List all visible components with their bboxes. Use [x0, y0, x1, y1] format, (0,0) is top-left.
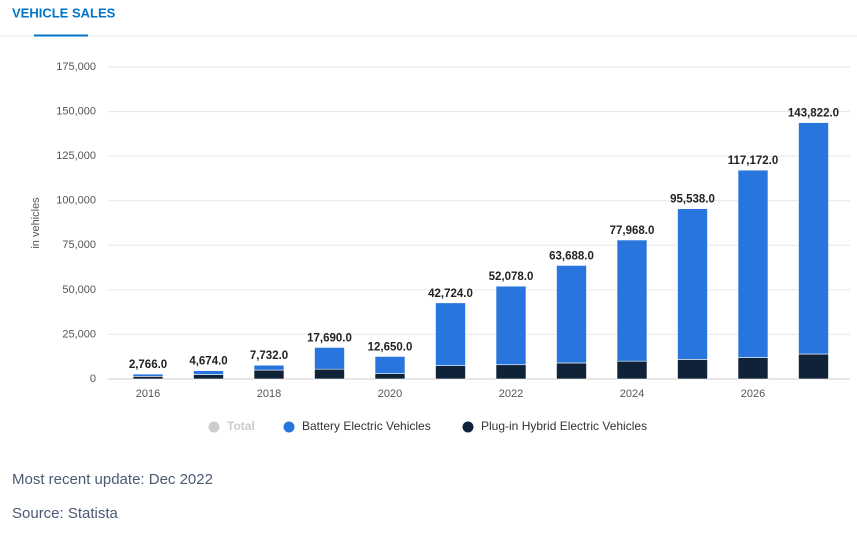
- y-axis-label: in vehicles: [30, 197, 42, 249]
- x-tick-label: 2024: [620, 388, 644, 400]
- data-label: 117,172.0: [728, 155, 779, 167]
- bar-segment: [132, 376, 164, 380]
- y-tick-label: 0: [90, 373, 96, 385]
- y-tick-label: 150,000: [56, 105, 96, 117]
- bar-segment: [435, 302, 466, 366]
- bar-segment: [798, 353, 829, 380]
- bar-segment: [435, 365, 466, 380]
- bar-segment: [495, 364, 527, 380]
- bar-segment: [616, 239, 648, 362]
- bar-segment: [132, 373, 164, 377]
- tab-title[interactable]: VEHICLE SALES: [12, 5, 116, 20]
- legend-marker[interactable]: [208, 421, 220, 433]
- x-tick-label: 2018: [257, 388, 281, 400]
- data-label: 95,538.0: [670, 194, 715, 206]
- bar-segment: [556, 362, 587, 380]
- legend-label[interactable]: Battery Electric Vehicles: [302, 419, 431, 433]
- bar-segment: [374, 373, 406, 380]
- bar-segment: [737, 357, 769, 380]
- bar-segment: [556, 265, 587, 364]
- legend-label[interactable]: Plug-in Hybrid Electric Vehicles: [481, 419, 647, 433]
- bar-segment: [193, 370, 224, 375]
- bar-segment: [314, 368, 345, 380]
- data-label: 52,078.0: [489, 271, 534, 283]
- bar-segment: [374, 356, 406, 374]
- data-label: 77,968.0: [610, 225, 655, 237]
- source-note: Source: Statista: [12, 505, 119, 522]
- data-label: 4,674.0: [189, 356, 227, 368]
- bar-segment: [798, 122, 829, 355]
- x-tick-label: 2026: [741, 388, 765, 400]
- y-tick-label: 100,000: [56, 195, 96, 207]
- legend-label[interactable]: Total: [227, 419, 255, 433]
- bar-segment: [253, 369, 285, 380]
- x-tick-label: 2020: [378, 388, 402, 400]
- bar-segment: [677, 208, 708, 360]
- data-label: 63,688.0: [549, 250, 594, 262]
- y-tick-label: 125,000: [56, 150, 96, 162]
- bar-segment: [616, 360, 648, 380]
- legend-marker[interactable]: [283, 421, 295, 433]
- bar-segment: [193, 374, 224, 380]
- y-tick-label: 175,000: [56, 61, 96, 73]
- legend-marker[interactable]: [462, 421, 474, 433]
- bar-segment: [314, 347, 345, 370]
- y-tick-label: 50,000: [62, 284, 96, 296]
- update-note: Most recent update: Dec 2022: [12, 471, 213, 488]
- bar-segment: [737, 169, 769, 358]
- x-tick-label: 2016: [136, 388, 160, 400]
- bar-segment: [677, 359, 708, 380]
- bar-segment: [253, 364, 285, 371]
- x-tick-label: 2022: [499, 388, 523, 400]
- data-label: 12,650.0: [368, 341, 413, 353]
- y-tick-label: 75,000: [62, 239, 96, 251]
- data-label: 143,822.0: [788, 108, 839, 120]
- data-label: 2,766.0: [129, 359, 167, 371]
- data-label: 42,724.0: [428, 288, 473, 300]
- bar-segment: [495, 285, 527, 366]
- data-label: 7,732.0: [250, 350, 288, 362]
- y-tick-label: 25,000: [62, 328, 96, 340]
- data-label: 17,690.0: [307, 332, 352, 344]
